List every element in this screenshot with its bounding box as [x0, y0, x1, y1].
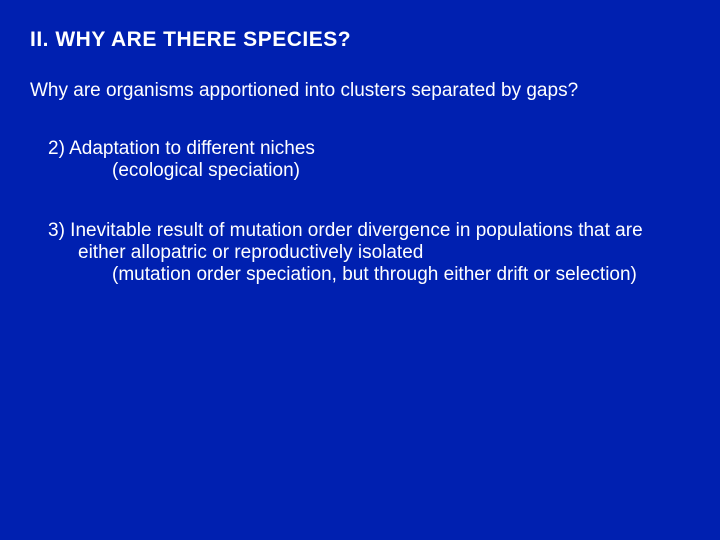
- item-text: 3) Inevitable result of mutation order d…: [48, 220, 690, 242]
- item-text: 2) Adaptation to different niches: [48, 138, 690, 160]
- item-parenthetical: (ecological speciation): [48, 160, 690, 182]
- slide-subheading: Why are organisms apportioned into clust…: [30, 80, 690, 102]
- item-text-wrap: either allopatric or reproductively isol…: [48, 242, 690, 264]
- item-parenthetical: (mutation order speciation, but through …: [48, 264, 690, 286]
- slide-heading: II. WHY ARE THERE SPECIES?: [30, 28, 690, 52]
- list-item: 2) Adaptation to different niches (ecolo…: [48, 138, 690, 182]
- list-item: 3) Inevitable result of mutation order d…: [48, 220, 690, 286]
